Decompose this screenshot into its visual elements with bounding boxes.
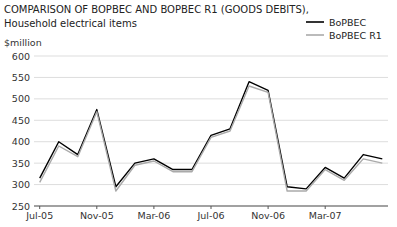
series-line [40, 86, 383, 191]
grid-line [34, 163, 388, 164]
x-tick-label: Jul-06 [197, 210, 225, 221]
x-tick [153, 206, 154, 209]
plot-area [40, 82, 383, 191]
y-tick-label: 600 [12, 51, 30, 62]
x-tick [39, 206, 40, 209]
legend-label: BoPBEC R1 [329, 30, 382, 41]
chart: COMPARISON OF BOPBEC AND BOPBEC R1 (GOOD… [0, 0, 397, 227]
y-tick-label: 350 [12, 158, 30, 169]
x-tick [325, 206, 326, 209]
x-tick-label: Nov-05 [80, 210, 114, 221]
grid-line [34, 77, 388, 78]
x-tick [268, 206, 269, 209]
x-tick-label: Mar-06 [137, 210, 170, 221]
legend-label: BoPBEC [329, 17, 367, 28]
legend-swatch [306, 34, 324, 36]
subtitle: Household electrical items [4, 18, 137, 29]
grid-line [34, 98, 388, 99]
x-tick-label: Mar-07 [309, 210, 342, 221]
y-tick-label: 450 [12, 115, 30, 126]
x-tick-label: Nov-06 [251, 210, 285, 221]
y-axis-label: $million [4, 37, 42, 48]
y-tick-label: 400 [12, 136, 30, 147]
legend-swatch [306, 21, 324, 23]
grid-line [34, 184, 388, 185]
y-tick-label: 300 [12, 179, 30, 190]
x-tick-label: Jul-05 [25, 210, 53, 221]
y-tick-label: 500 [12, 93, 30, 104]
x-tick [211, 206, 212, 209]
title: COMPARISON OF BOPBEC AND BOPBEC R1 (GOOD… [4, 4, 309, 15]
y-tick-label: 550 [12, 72, 30, 83]
x-tick [96, 206, 97, 209]
grid-line [34, 120, 388, 121]
grid-line [34, 141, 388, 142]
grid-line [34, 56, 388, 57]
legend: BoPBEC BoPBEC R1 [306, 17, 382, 41]
